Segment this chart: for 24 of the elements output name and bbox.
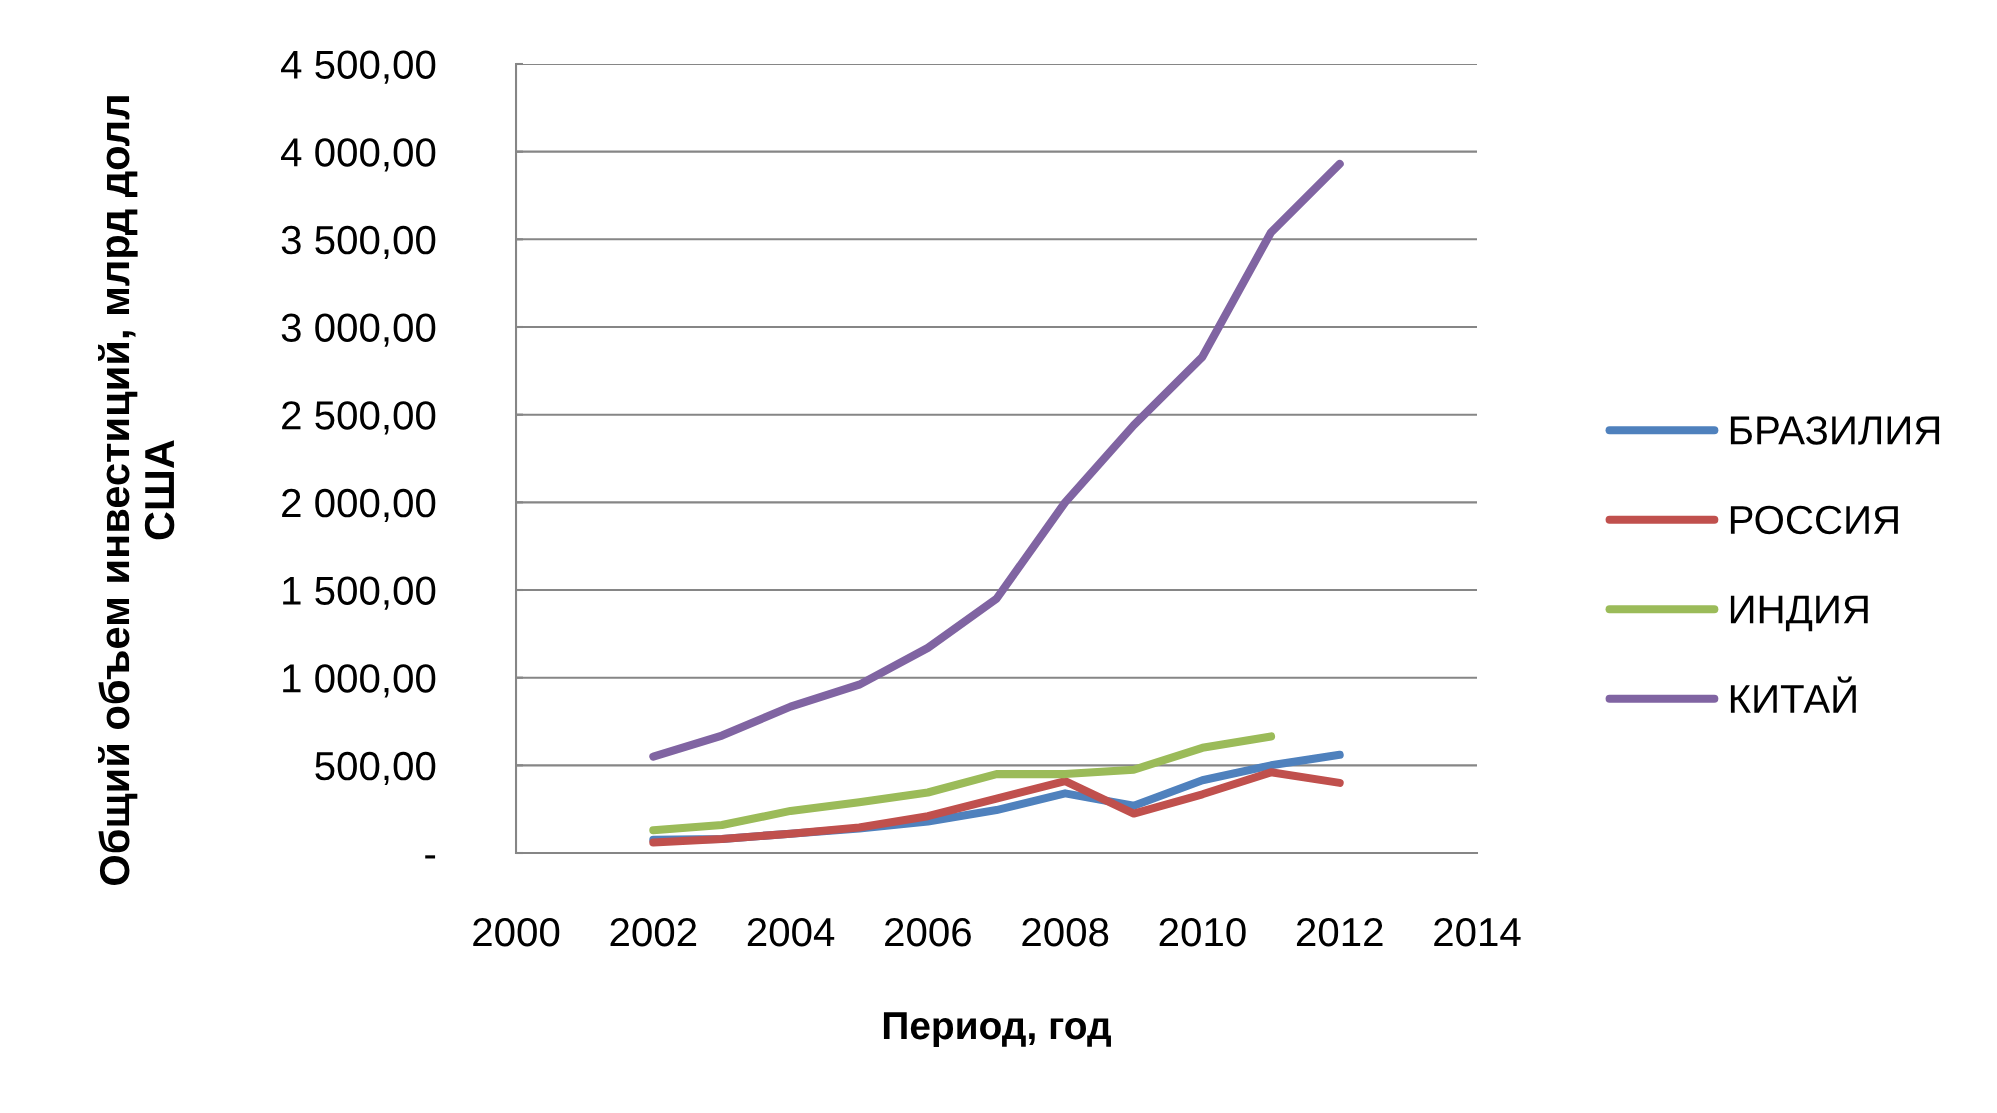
y-tick-label: 1 000,00 [283,664,436,698]
y-tick-label: - [425,855,436,859]
legend-label: БРАЗИЛИЯ [1730,416,1940,445]
x-tick-label: 2012 [1296,917,1383,947]
x-tick-label: 2002 [610,917,697,947]
x-tick-label: 2006 [885,917,971,947]
y-tick-label: 3 000,00 [281,313,436,347]
x-tick-label: 2000 [473,917,560,947]
y-axis-title: Общий объем инвестиций, млрд долл США [98,96,175,885]
x-tick-label: 2008 [1022,917,1109,947]
legend-label: ИНДИЯ [1730,595,1868,632]
x-tick-label: 2014 [1434,917,1521,947]
x-tick-label: 2004 [747,917,835,947]
x-axis-title: Период, год [883,1012,1111,1048]
y-tick-label: 2 500,00 [282,401,436,435]
y-tick-label: 500,00 [315,751,436,786]
y-tick-label: 1 500,00 [283,576,436,610]
y-tick-label: 4 000,00 [281,138,436,172]
y-tick-label: 3 500,00 [281,225,436,260]
x-tick-label: 2010 [1159,917,1246,947]
y-tick-label: 2 000,00 [282,488,436,523]
y-tick-label: 4 500,00 [281,50,436,84]
legend-label: РОССИЯ [1730,505,1898,535]
legend-label: КИТАЙ [1730,676,1856,713]
